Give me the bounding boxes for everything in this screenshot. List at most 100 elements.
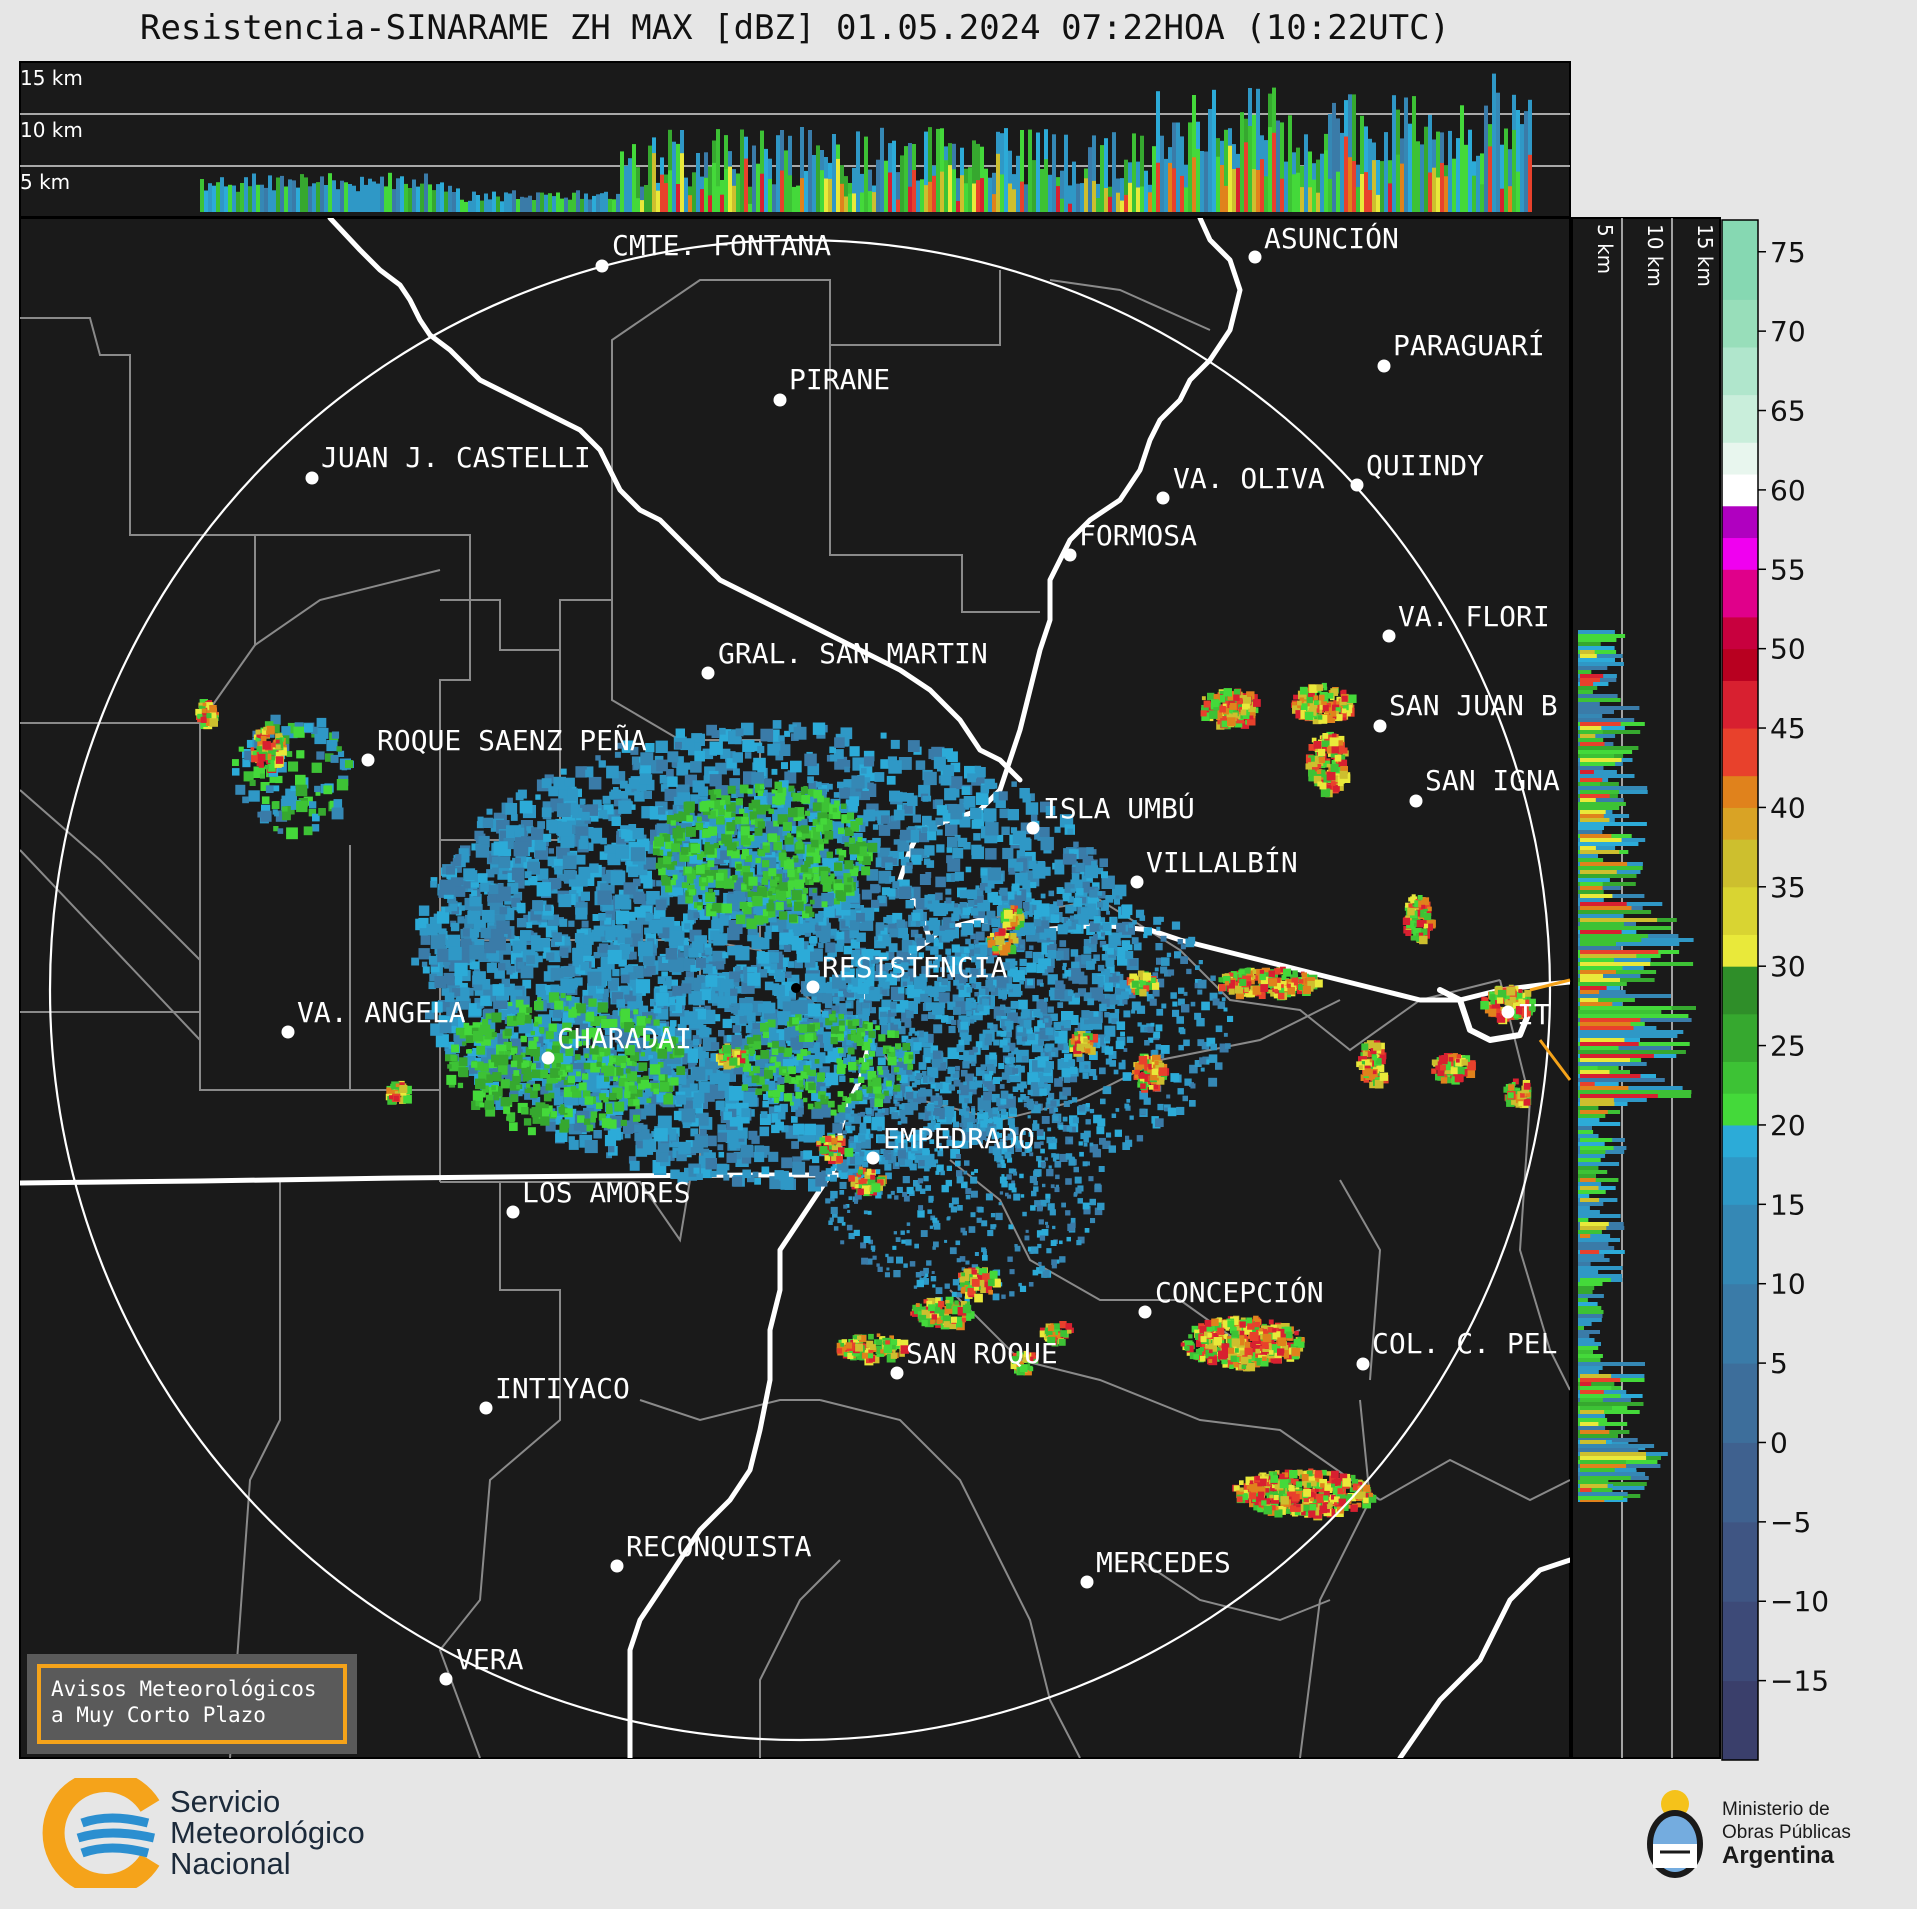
echo-pixel xyxy=(980,1120,988,1128)
echo-pixel xyxy=(720,748,731,759)
echo-pixel xyxy=(930,1276,937,1282)
echo-pixel xyxy=(807,945,814,952)
echo-pixel xyxy=(888,760,902,774)
echo-pixel xyxy=(604,917,612,925)
echo-pixel xyxy=(1066,1236,1071,1242)
echo-pixel xyxy=(961,786,971,795)
echo-pixel xyxy=(833,749,844,759)
echo-pixel xyxy=(619,944,631,955)
echo-pixel xyxy=(921,986,927,991)
echo-pixel xyxy=(694,1134,708,1148)
echo-pixel xyxy=(955,1065,960,1071)
profile-column xyxy=(1328,114,1332,212)
echo-pixel xyxy=(510,1086,519,1095)
echo-pixel xyxy=(1089,987,1104,1001)
echo-pixel xyxy=(804,956,816,968)
echo-pixel xyxy=(1007,809,1019,821)
echo-pixel xyxy=(853,1078,859,1084)
echo-pixel xyxy=(627,866,639,878)
echo-pixel xyxy=(970,933,976,940)
echo-pixel xyxy=(1034,910,1042,918)
echo-pixel xyxy=(985,848,997,860)
echo-pixel xyxy=(460,938,473,951)
echo-pixel xyxy=(890,739,900,749)
echo-pixel xyxy=(1062,1087,1071,1096)
profile-column xyxy=(676,184,680,212)
profile-column xyxy=(308,186,312,212)
echo-pixel xyxy=(430,963,440,973)
echo-pixel xyxy=(420,935,431,945)
echo-pixel xyxy=(531,827,544,840)
echo-pixel xyxy=(682,1029,692,1039)
echo-pixel xyxy=(1121,1059,1126,1064)
echo-pixel xyxy=(1056,887,1064,894)
echo-pixel xyxy=(900,962,909,971)
echo-pixel xyxy=(598,809,608,819)
echo-pixel xyxy=(1016,1083,1024,1091)
echo-pixel xyxy=(1044,1044,1052,1052)
echo-pixel xyxy=(885,962,892,970)
echo-pixel xyxy=(1000,1031,1007,1037)
echo-pixel xyxy=(1180,944,1186,950)
echo-pixel xyxy=(932,960,940,968)
echo-pixel xyxy=(620,985,630,995)
profile-column xyxy=(1136,161,1140,212)
echo-pixel xyxy=(740,1144,754,1158)
echo-pixel xyxy=(1000,1111,1009,1120)
echo-pixel xyxy=(923,858,931,865)
echo-pixel xyxy=(947,1135,952,1140)
echo-pixel xyxy=(1153,916,1162,925)
echo-pixel xyxy=(568,879,577,887)
echo-pixel xyxy=(717,1132,727,1143)
profile-column xyxy=(400,176,404,212)
echo-pixel xyxy=(534,1043,541,1051)
echo-pixel xyxy=(708,961,718,971)
echo-pixel xyxy=(642,1138,657,1152)
echo-pixel xyxy=(734,965,741,972)
echo-pixel xyxy=(863,750,875,762)
echo-pixel xyxy=(576,1055,586,1065)
echo-pixel xyxy=(655,1149,669,1163)
echo-pixel xyxy=(1106,910,1110,915)
echo-pixel xyxy=(703,1090,715,1102)
profile-column xyxy=(1316,192,1320,212)
echo-pixel xyxy=(1116,971,1121,976)
echo-pixel xyxy=(670,1020,677,1027)
echo-pixel xyxy=(916,1073,923,1079)
profile-column xyxy=(768,178,772,212)
echo-pixel xyxy=(1045,1061,1054,1070)
profile-column xyxy=(864,136,868,212)
echo-pixel xyxy=(645,1050,656,1061)
echo-pixel xyxy=(1050,1013,1058,1021)
echo-pixel xyxy=(496,886,511,902)
profile-column xyxy=(532,200,536,212)
echo-pixel xyxy=(729,900,740,912)
echo-pixel xyxy=(626,1062,636,1072)
profile-column xyxy=(868,191,872,212)
echo-pixel xyxy=(778,735,785,742)
echo-pixel xyxy=(932,1059,941,1068)
echo-pixel xyxy=(971,1106,976,1110)
echo-pixel xyxy=(635,893,646,904)
echo-pixel xyxy=(939,925,945,931)
echo-pixel xyxy=(545,1121,556,1132)
echo-pixel xyxy=(1183,1039,1190,1047)
profile-column xyxy=(316,182,320,212)
echo-pixel xyxy=(838,914,846,922)
profile-column xyxy=(1068,185,1072,212)
echo-pixel xyxy=(849,853,857,861)
echo-pixel xyxy=(463,868,476,881)
echo-pixel xyxy=(1143,1097,1151,1105)
echo-pixel xyxy=(519,800,533,814)
profile-column xyxy=(1168,162,1172,212)
echo-pixel xyxy=(1054,826,1061,833)
echo-pixel xyxy=(862,1161,869,1168)
echo-pixel xyxy=(768,1151,779,1162)
profile-column xyxy=(1228,145,1232,212)
echo-pixel xyxy=(874,772,885,782)
echo-pixel xyxy=(834,943,844,952)
echo-pixel xyxy=(578,839,589,850)
profile-column xyxy=(1468,129,1472,212)
echo-pixel xyxy=(902,972,909,979)
echo-pixel xyxy=(552,1009,562,1018)
